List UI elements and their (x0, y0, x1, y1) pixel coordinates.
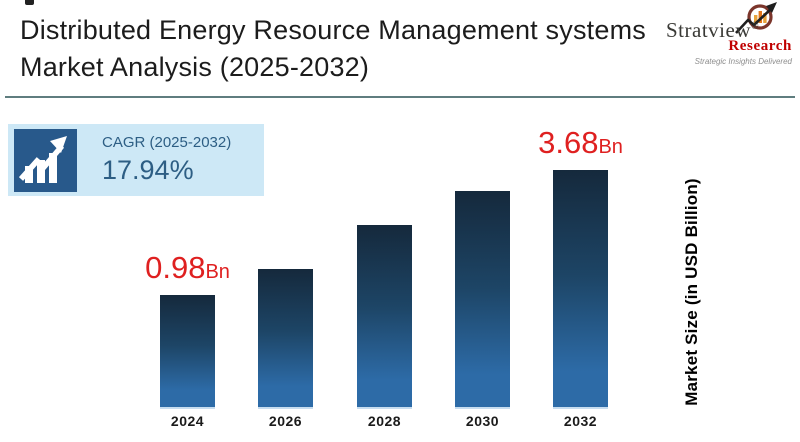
title-divider (5, 96, 795, 98)
bar-year-label: 2030 (465, 413, 500, 429)
logo-name: Stratview® (666, 18, 760, 42)
page-title-line2: Market Analysis (2025-2032) (20, 52, 370, 82)
bar-year-label: 2028 (367, 413, 402, 429)
bar-group: 0.98Bn 2024 (145, 252, 230, 429)
top-edge-mark (25, 0, 34, 5)
page-title-line1: Distributed Energy Resource Management s… (20, 15, 646, 45)
bar (455, 191, 510, 407)
logo-sub-name: Research (728, 38, 792, 54)
bar-value-number: 0.98 (145, 250, 206, 285)
page-title: Distributed Energy Resource Management s… (20, 12, 685, 86)
registered-mark: ® (750, 21, 760, 32)
bar-group: 2030 (455, 191, 510, 429)
bar (553, 170, 608, 407)
bar (357, 225, 412, 407)
magnifier-trend-icon (735, 2, 777, 34)
bar-group: 2028 (357, 225, 412, 429)
bar-group: 3.68Bn 2032 (538, 127, 623, 429)
bar-group: 2026 (258, 269, 313, 429)
bar (160, 295, 215, 407)
bar-year-label: 2032 (563, 413, 598, 429)
cagr-value: 17.94% (102, 155, 194, 185)
logo-tagline: Strategic Insights Delivered (694, 57, 792, 66)
cagr-period-label: CAGR (2025-2032) (102, 134, 232, 151)
bar-value-unit: Bn (205, 261, 230, 283)
bar-value-label: 3.68Bn (538, 127, 623, 163)
bar-value-number: 3.68 (538, 125, 599, 160)
cagr-badge: CAGR (2025-2032) 17.94% (8, 124, 264, 196)
cagr-text: CAGR (2025-2032) 17.94% (102, 134, 231, 186)
y-axis-label: Market Size (in USD Billion) (682, 178, 701, 406)
bar-year-label: 2026 (268, 413, 303, 429)
bar-year-label: 2024 (170, 413, 205, 429)
bar-value-unit: Bn (598, 136, 623, 158)
growth-chart-icon (14, 129, 77, 192)
bar (258, 269, 313, 407)
stratview-logo: Stratview® Research Strategic Insights D… (666, 2, 794, 68)
bar-value-label: 0.98Bn (145, 252, 230, 288)
